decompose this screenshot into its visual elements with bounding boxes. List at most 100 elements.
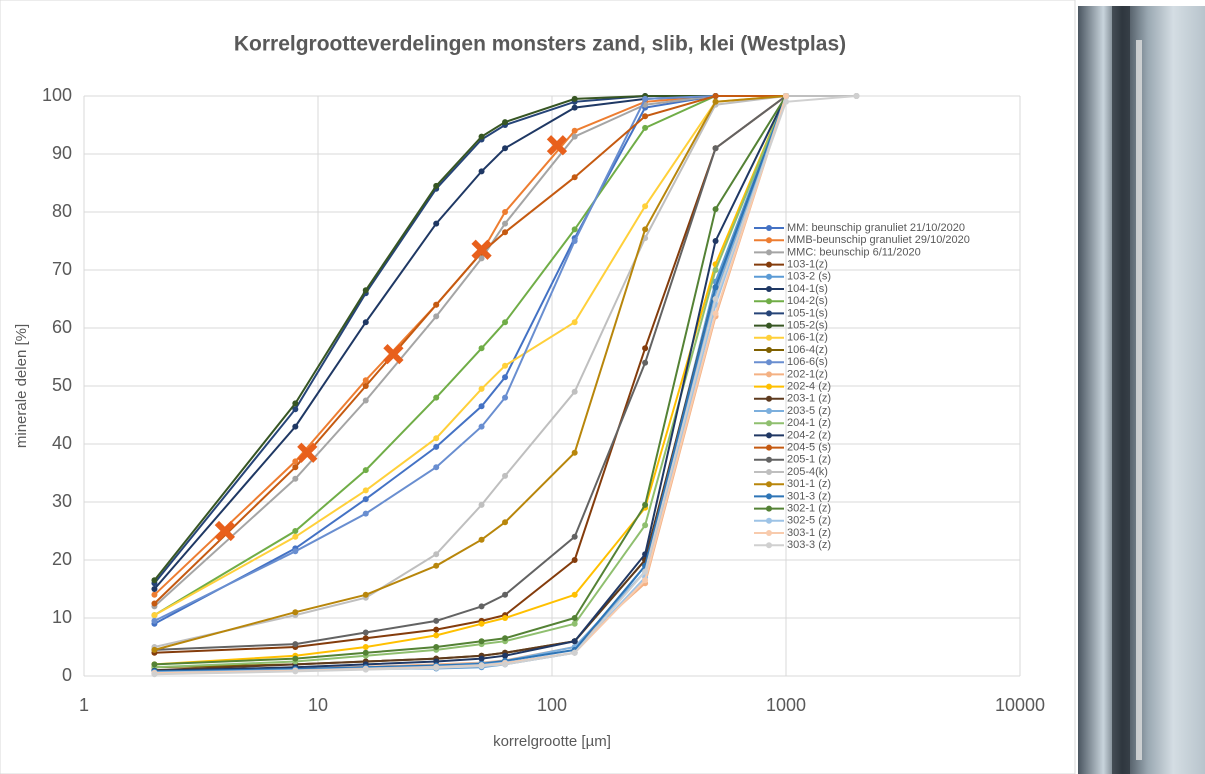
legend-marker (766, 505, 772, 512)
data-point (571, 127, 578, 134)
legend-marker (766, 298, 772, 305)
series-line (154, 95, 787, 651)
data-point (712, 98, 719, 105)
x-tick-label: 10000 (995, 695, 1045, 715)
data-point (151, 661, 158, 668)
data-point (433, 626, 440, 633)
series-line (154, 95, 787, 673)
data-point (642, 203, 649, 210)
legend-marker (766, 432, 772, 439)
legend-marker (766, 517, 772, 524)
legend-label: 105-1(s) (787, 307, 828, 319)
y-tick-label: 0 (62, 665, 72, 685)
data-point (292, 464, 299, 471)
data-point (362, 383, 369, 389)
legend-marker (766, 225, 772, 231)
x-tick-label: 1 (79, 695, 89, 715)
data-point (478, 168, 485, 175)
legend-label: 205-4(k) (787, 466, 828, 478)
data-point (362, 510, 369, 517)
data-point (362, 629, 369, 636)
data-point (151, 646, 158, 653)
highlight-cross (297, 442, 318, 463)
data-point (502, 374, 509, 381)
data-point (502, 145, 509, 152)
data-point (362, 635, 369, 642)
legend-marker (766, 310, 772, 317)
legend-label: 202-1(z) (787, 368, 828, 380)
core-photo (1078, 6, 1205, 774)
data-point (292, 423, 299, 430)
legend-label: 203-5 (z) (787, 405, 831, 417)
data-point (292, 668, 299, 675)
data-point (571, 638, 578, 645)
data-point (642, 95, 649, 102)
legend-marker (766, 383, 772, 390)
data-point (571, 319, 578, 326)
data-point (478, 423, 485, 430)
series-line (154, 95, 787, 672)
data-point (571, 104, 578, 111)
data-point (642, 226, 649, 233)
data-point (502, 220, 509, 227)
data-point (478, 638, 485, 645)
data-point (478, 133, 485, 140)
data-point (362, 377, 369, 384)
data-point (433, 220, 440, 227)
legend-marker (766, 456, 772, 463)
highlight-cross (383, 343, 404, 365)
data-point (478, 501, 485, 508)
legend-label: 106-4(z) (787, 344, 828, 356)
data-point (642, 113, 649, 120)
data-point (292, 406, 299, 413)
data-point (362, 649, 369, 656)
legend-marker (766, 322, 772, 329)
data-point (151, 671, 158, 678)
data-point (571, 174, 578, 181)
data-point (712, 267, 719, 273)
legend-label: 105-2(s) (787, 320, 828, 332)
series-line (153, 95, 787, 616)
data-point (433, 562, 440, 569)
data-point (433, 617, 440, 624)
x-tick-label: 1000 (766, 695, 806, 715)
data-point (502, 519, 509, 526)
y-tick-label: 50 (52, 375, 72, 395)
legend-label: 106-1(z) (787, 332, 828, 344)
data-point (362, 487, 369, 494)
legend-marker (766, 347, 772, 353)
series-line (154, 95, 787, 666)
data-point (712, 284, 719, 291)
data-point (712, 238, 719, 244)
data-point (571, 388, 578, 395)
data-point (783, 98, 789, 105)
data-point (362, 287, 369, 294)
legend-label: 106-6(s) (787, 356, 828, 368)
legend-label: 205-1 (z) (787, 454, 831, 466)
data-point (642, 345, 649, 352)
legend-label: 302-1 (z) (787, 503, 831, 515)
legend-label: 103-1(z) (787, 259, 828, 271)
data-point (478, 620, 485, 627)
legend-marker (766, 444, 772, 451)
data-point (362, 397, 369, 404)
legend-marker (766, 261, 772, 268)
data-point (433, 464, 440, 471)
legend-label: 302-5 (z) (787, 515, 831, 527)
data-point (292, 641, 299, 648)
legend-label: 104-1(s) (787, 283, 828, 295)
data-point (571, 226, 578, 233)
data-point (433, 664, 440, 671)
data-point (362, 666, 369, 673)
data-point (783, 93, 789, 99)
data-point (292, 528, 299, 534)
legend-label: 104-2(s) (787, 295, 828, 307)
data-point (478, 663, 485, 670)
data-point (433, 394, 440, 401)
legend-marker (766, 481, 772, 488)
data-point (433, 313, 440, 320)
highlight-cross (214, 520, 236, 542)
data-point (712, 206, 719, 213)
data-point (292, 400, 299, 407)
